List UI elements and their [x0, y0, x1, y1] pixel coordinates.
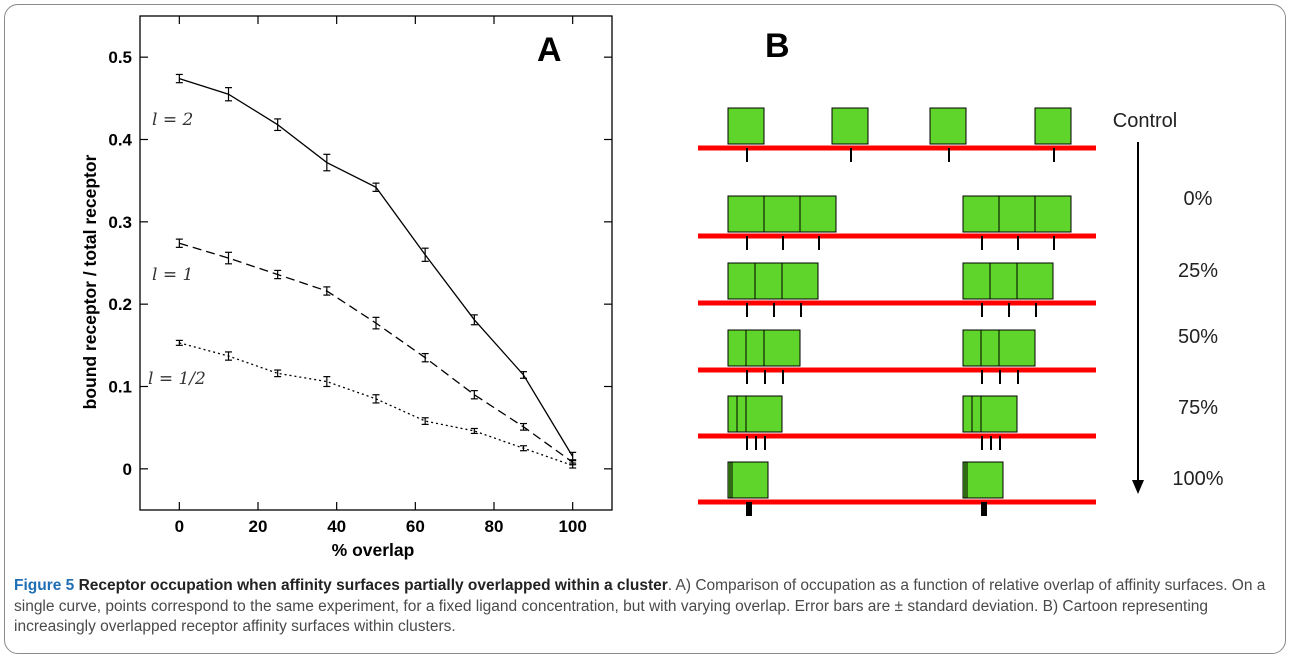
affinity-surface	[929, 107, 967, 145]
error-bar	[372, 394, 380, 404]
cartoon-panel-b: B Control 0% 25% 50% 75% 100%	[698, 27, 1224, 516]
affinity-surface	[980, 395, 1018, 433]
overlap-label: Control	[1113, 110, 1177, 132]
y-tick-label: 0.5	[108, 48, 132, 67]
error-bar	[470, 390, 478, 400]
series-line	[179, 342, 573, 467]
affinity-surface	[1034, 107, 1072, 145]
error-bar	[520, 371, 527, 379]
error-bar	[421, 417, 429, 425]
y-tick-label: 0.4	[108, 131, 132, 150]
affinity-surface	[799, 195, 837, 233]
y-axis-label: bound receptor / total receptor	[80, 154, 100, 409]
overlap-label: 0%	[1184, 188, 1213, 210]
error-bar	[175, 238, 183, 248]
error-bar	[175, 339, 183, 346]
error-bar	[225, 87, 232, 102]
overlap-label: 75%	[1178, 397, 1218, 419]
error-bar	[225, 351, 232, 361]
overlap-label: 50%	[1178, 326, 1218, 348]
affinity-surface	[763, 329, 801, 367]
x-tick-label: 100	[558, 517, 586, 536]
overlap-label: 100%	[1172, 468, 1223, 490]
error-bar	[323, 153, 331, 172]
x-tick-label: 40	[327, 517, 346, 536]
affinity-surface	[731, 461, 769, 499]
affinity-surface	[727, 107, 765, 145]
error-bar	[323, 376, 331, 388]
error-bar	[372, 182, 380, 192]
series-line	[179, 242, 574, 463]
error-bar	[225, 251, 232, 265]
x-tick-label: 20	[249, 517, 268, 536]
y-tick-label: 0.3	[108, 213, 132, 232]
error-bar	[274, 269, 282, 280]
caption-body: . A) Comparison of occupation as a funct…	[14, 577, 1266, 635]
affinity-surface	[781, 262, 819, 300]
error-bar	[520, 422, 527, 431]
affinity-surface	[998, 329, 1036, 367]
error-bar	[470, 314, 478, 326]
series-label: l = 1/2	[148, 369, 206, 389]
error-bar	[470, 427, 478, 435]
y-tick-label: 0.2	[108, 295, 132, 314]
affinity-surface	[727, 195, 765, 233]
error-bar	[372, 316, 380, 330]
panel-a-letter: A	[537, 31, 562, 69]
panel-b-letter: B	[765, 27, 790, 65]
error-bar	[323, 286, 331, 296]
affinity-surface	[1016, 262, 1054, 300]
x-tick-label: 0	[175, 517, 184, 536]
y-tick-label: 0	[123, 460, 132, 479]
x-tick-label: 60	[406, 517, 425, 536]
figure-frame	[4, 4, 1286, 654]
chart-panel-a: A bound receptor / total receptor % over…	[80, 15, 613, 560]
series-label: l = 2	[152, 110, 193, 130]
caption-lead: Figure 5	[14, 577, 75, 594]
affinity-surface	[745, 395, 783, 433]
error-bar	[421, 352, 429, 363]
error-bar	[569, 462, 577, 469]
series-label: l = 1	[152, 265, 193, 285]
figure-caption: Figure 5 Receptor occupation when affini…	[14, 576, 1274, 638]
x-axis-label: % overlap	[332, 540, 415, 560]
affinity-surface	[966, 461, 1004, 499]
affinity-surface	[962, 195, 1000, 233]
affinity-surface	[1034, 195, 1072, 233]
affinity-surface	[763, 195, 801, 233]
x-tick-label: 80	[485, 517, 504, 536]
overlap-arrow-head	[1132, 480, 1144, 494]
caption-title: Receptor occupation when affinity surfac…	[78, 577, 668, 594]
affinity-surface	[831, 107, 869, 145]
error-bar	[421, 247, 429, 262]
plot-frame	[139, 15, 613, 511]
error-bar	[520, 445, 527, 452]
y-tick-label: 0.1	[108, 378, 132, 397]
error-bar	[175, 73, 183, 84]
error-bar	[274, 118, 282, 132]
error-bar	[274, 369, 282, 378]
affinity-surface	[998, 195, 1036, 233]
overlap-label: 25%	[1178, 260, 1218, 282]
